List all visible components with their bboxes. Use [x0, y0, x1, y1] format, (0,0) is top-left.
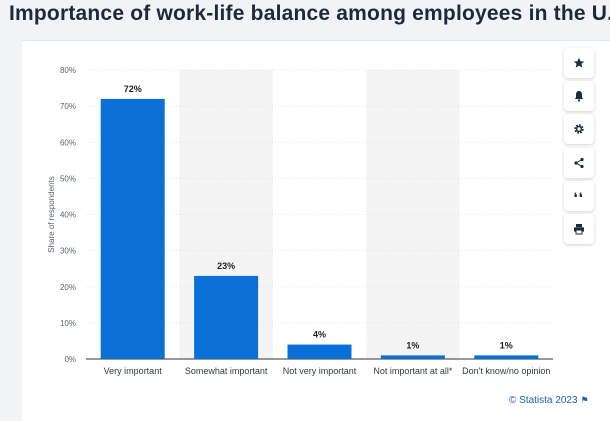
- bar-chart: 0% 10% 20% 30% 40% 50% 60% 70% 80% Share of respo…: [47, 66, 553, 376]
- print-icon: [573, 223, 585, 235]
- statista-credit[interactable]: © Statista 2023 ⚑: [509, 395, 589, 406]
- bar-value-label: 23%: [217, 261, 235, 271]
- flag-icon: ⚑: [580, 395, 589, 405]
- star-icon: [573, 57, 585, 69]
- settings-button[interactable]: [564, 114, 594, 145]
- x-category-label: Somewhat important: [185, 366, 268, 376]
- x-category-label: Not important at all*: [373, 366, 453, 376]
- y-tick-label: 20%: [60, 283, 76, 292]
- y-tick-label: 50%: [60, 174, 76, 183]
- y-tick-label: 80%: [60, 66, 76, 75]
- y-tick-label: 10%: [60, 319, 76, 328]
- x-category-label: Don't know/no opinion: [462, 366, 550, 376]
- share-icon: [573, 157, 585, 169]
- bar-value-label: 4%: [313, 330, 326, 340]
- bar: [194, 275, 259, 359]
- x-category-label: Not very important: [283, 366, 357, 376]
- share-button[interactable]: [564, 147, 594, 178]
- y-axis-label: Share of respondents: [47, 176, 56, 253]
- chart-toolbar: [564, 48, 594, 247]
- print-button[interactable]: [564, 213, 594, 244]
- bar: [100, 98, 165, 360]
- bar-value-label: 72%: [124, 84, 142, 94]
- credit-text: © Statista 2023: [509, 395, 578, 406]
- y-tick-label: 40%: [60, 211, 76, 220]
- band-column: [366, 70, 460, 359]
- bell-icon: [573, 90, 585, 102]
- bar: [474, 355, 539, 359]
- bar-value-label: 1%: [500, 340, 513, 350]
- favorite-button[interactable]: [564, 48, 594, 78]
- cite-button[interactable]: [564, 180, 594, 211]
- bar: [380, 355, 445, 359]
- y-tick-label: 30%: [60, 247, 76, 256]
- quote-icon: [573, 190, 585, 202]
- bar-value-label: 1%: [406, 340, 419, 350]
- gear-icon: [573, 123, 585, 135]
- bar: [287, 344, 352, 359]
- notification-button[interactable]: [564, 81, 594, 112]
- x-category-label: Very important: [104, 366, 163, 376]
- page-title: Importance of work-life balance among em…: [9, 2, 610, 25]
- y-tick-label: 70%: [60, 102, 76, 111]
- y-tick-label: 0%: [64, 355, 76, 364]
- y-tick-label: 60%: [60, 138, 76, 147]
